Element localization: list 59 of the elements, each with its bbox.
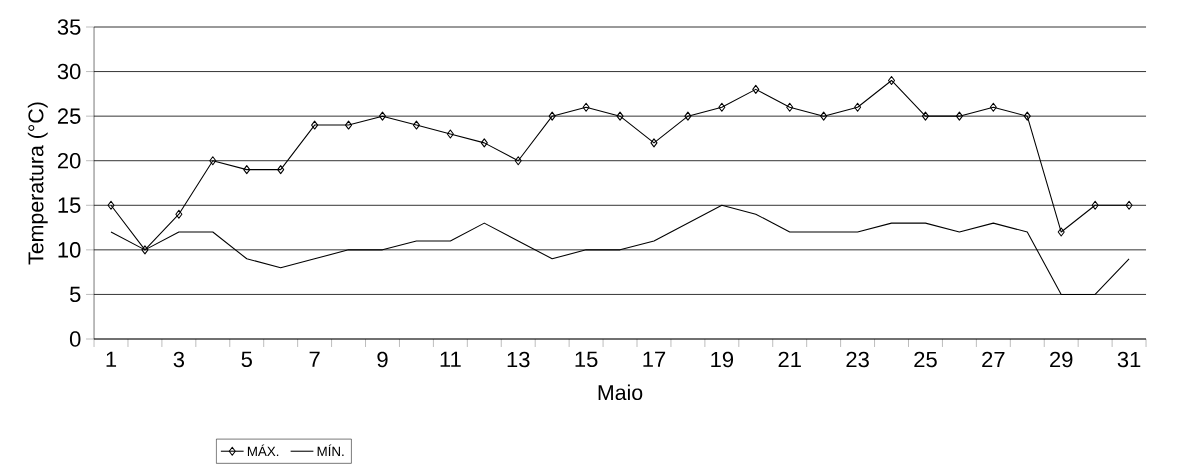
point — [209, 156, 217, 166]
point — [1125, 200, 1133, 210]
point — [480, 138, 488, 148]
y-tick-label: 15 — [58, 197, 81, 213]
y-tick-label: 20 — [57, 152, 81, 169]
point — [752, 84, 760, 94]
x-tick-label: 31 — [1117, 351, 1141, 368]
point — [243, 165, 251, 175]
point — [1057, 227, 1065, 237]
point — [107, 200, 115, 210]
x-axis-title: Maio — [598, 384, 643, 401]
y-tick-label: 30 — [57, 63, 81, 80]
point — [548, 111, 556, 121]
point — [1091, 200, 1099, 210]
point — [412, 120, 420, 130]
point — [989, 102, 997, 112]
x-tick-label: 1 — [106, 351, 117, 367]
point — [514, 156, 522, 166]
point — [582, 102, 590, 112]
point — [345, 120, 353, 130]
point — [175, 209, 183, 219]
point — [378, 111, 387, 121]
point — [446, 129, 454, 139]
point — [854, 102, 862, 112]
point — [311, 120, 319, 130]
y-tick-label: 0 — [69, 331, 81, 347]
x-tick-label: 3 — [173, 351, 185, 368]
legend-label: MÍN. — [317, 444, 344, 456]
point — [820, 111, 828, 121]
x-tick-label: 29 — [1050, 351, 1073, 368]
y-tick-label: 5 — [69, 286, 81, 303]
point — [684, 111, 692, 121]
x-tick-label: 21 — [778, 351, 801, 368]
x-tick-label: 17 — [643, 351, 666, 367]
y-tick-label: 25 — [57, 108, 81, 124]
x-tick-label: 15 — [575, 351, 598, 368]
point — [955, 111, 963, 121]
point — [887, 75, 896, 86]
point — [921, 111, 929, 121]
point — [650, 138, 658, 148]
x-tick-label: 7 — [309, 351, 320, 367]
legend-label: MÁX. — [247, 444, 279, 456]
x-tick-label: 19 — [711, 351, 734, 368]
point — [786, 102, 794, 112]
x-tick-label: 9 — [377, 351, 388, 368]
y-axis-title: Temperatura (°C) — [27, 102, 48, 265]
x-tick-label: 11 — [440, 351, 461, 367]
x-tick-label: 5 — [241, 351, 252, 368]
point — [277, 165, 285, 175]
y-tick-label: 10 — [58, 242, 81, 258]
x-tick-label: 27 — [982, 351, 1005, 368]
x-tick-label: 23 — [846, 351, 869, 368]
point — [616, 111, 624, 121]
y-tick-label: 35 — [57, 19, 81, 35]
x-tick-label: 13 — [507, 351, 530, 368]
point — [1023, 111, 1031, 121]
point — [141, 245, 149, 255]
point — [718, 102, 726, 112]
x-tick-label: 25 — [914, 351, 937, 368]
